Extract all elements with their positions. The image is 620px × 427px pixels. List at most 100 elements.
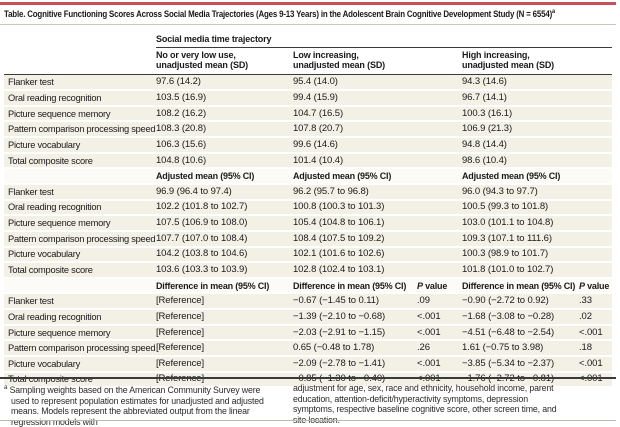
value-cell: 1.61 (−0.75 to 3.98) — [462, 340, 579, 358]
value-cell: 104.8 (10.6) — [156, 152, 293, 170]
value-cell: 102.2 (101.8 to 102.7) — [156, 199, 293, 217]
table-title-footnote-marker: a — [552, 8, 555, 15]
column-header-line: High increasing, — [462, 50, 530, 60]
value-cell: 98.6 (10.4) — [462, 152, 613, 170]
table-row: Oral reading recognition 103.5 (16.9) 99.4… — [4, 90, 613, 107]
page-bottom-rule — [0, 420, 616, 421]
table-row: Pattern comparison processing speed [Refe… — [4, 340, 613, 358]
value-cell: 96.7 (14.1) — [462, 90, 613, 107]
value-cell: 105.4 (104.8 to 106.1) — [293, 215, 462, 232]
p-value-header-italic: P — [417, 280, 423, 291]
row-label: Picture sequence memory — [4, 215, 156, 232]
value-cell: −0.90 (−2.72 to 0.92) — [462, 293, 579, 311]
value-cell: 103.0 (101.1 to 104.8) — [462, 215, 613, 232]
column-header-line: unadjusted mean (SD) — [293, 59, 386, 70]
value-cell: 99.4 (15.9) — [293, 90, 462, 107]
spanner-header: Social media time trajectory — [156, 27, 613, 48]
footnote-right-column: adjustment for age, sex, race and ethnic… — [293, 383, 565, 427]
row-label: Oral reading recognition — [4, 199, 156, 217]
section-header-cell: Difference in mean (95% CI) — [462, 277, 579, 295]
row-label: Picture vocabulary — [4, 356, 156, 373]
p-value-cell: <.001 — [417, 356, 462, 373]
footnote-left-text: Sampling weights based on the American C… — [9, 384, 264, 427]
table-row: Picture sequence memory 107.5 (106.9 to 1… — [4, 215, 613, 232]
p-value-header-italic: P — [579, 280, 585, 291]
row-label: Flanker test — [4, 183, 156, 201]
section-header-cell: Difference in mean (95% CI) — [293, 277, 417, 295]
table-bottom-rule — [0, 377, 616, 379]
value-cell: −1.68 (−3.08 to −0.28) — [462, 309, 579, 326]
p-value-cell: <.001 — [417, 324, 462, 342]
value-cell: 94.8 (14.4) — [462, 137, 613, 154]
table-row: Oral reading recognition [Reference] −1.39… — [4, 309, 613, 326]
p-value-cell: <.001 — [579, 324, 613, 342]
p-value-cell: <.001 — [579, 356, 613, 373]
value-cell: 108.2 (16.2) — [156, 105, 293, 123]
table-row: Oral reading recognition 102.2 (101.8 to … — [4, 199, 613, 217]
p-value-header-rest: value — [422, 280, 448, 291]
section-header-cell: Adjusted mean (95% CI) — [293, 168, 462, 185]
table-row: Total composite score 104.8 (10.6) 101.4 (… — [4, 152, 613, 170]
value-cell: 101.8 (101.0 to 102.7) — [462, 262, 613, 279]
value-cell: 96.9 (96.4 to 97.4) — [156, 183, 293, 201]
table-title: Table. Cognitive Functioning Scores Acro… — [4, 8, 555, 19]
section-header-blank-cell — [4, 277, 156, 295]
table-title-text: Table. Cognitive Functioning Scores Acro… — [4, 9, 553, 20]
p-value-cell: .02 — [579, 309, 613, 326]
value-cell: [Reference] — [156, 356, 293, 373]
row-label: Total composite score — [4, 152, 156, 170]
column-header-line: Low increasing, — [293, 50, 359, 60]
spanner-label: Social media time trajectory — [156, 33, 272, 44]
p-value-cell: .09 — [417, 293, 462, 311]
section-header-blank-cell — [4, 168, 156, 185]
value-cell: 97.6 (14.2) — [156, 74, 293, 92]
table-body: Flanker test 97.6 (14.2) 95.4 (14.0) 94.3 (… — [4, 74, 613, 389]
p-value-header-rest: value — [584, 280, 610, 291]
p-value-cell: .26 — [417, 340, 462, 358]
value-cell: 102.1 (101.6 to 102.6) — [293, 246, 462, 264]
table-row: Picture sequence memory [Reference] −2.03 … — [4, 324, 613, 342]
section-header-cell: Adjusted mean (95% CI) — [156, 168, 293, 185]
value-cell: 100.5 (99.3 to 101.8) — [462, 199, 613, 217]
value-cell: [Reference] — [156, 324, 293, 342]
row-label: Flanker test — [4, 293, 156, 311]
table-row: Flanker test [Reference] −0.67 (−1.45 to 0… — [4, 293, 613, 311]
section-header-cell: Adjusted mean (95% CI) — [462, 168, 613, 185]
value-cell: 96.0 (94.3 to 97.7) — [462, 183, 613, 201]
table-row: Flanker test 97.6 (14.2) 95.4 (14.0) 94.3 (… — [4, 74, 613, 92]
footnote-right-text: adjustment for age, sex, race and ethnic… — [293, 383, 557, 425]
row-label: Total composite score — [4, 262, 156, 279]
footnote-left-column: a Sampling weights based on the American… — [4, 383, 269, 427]
section-header-cell: Difference in mean (95% CI) — [156, 277, 293, 295]
value-cell: 103.5 (16.9) — [156, 90, 293, 107]
value-cell: 100.3 (16.1) — [462, 105, 613, 123]
value-cell: 103.6 (103.3 to 103.9) — [156, 262, 293, 279]
row-label: Pattern comparison processing speed — [4, 121, 156, 139]
value-cell: 106.3 (15.6) — [156, 137, 293, 154]
table-row: Flanker test 96.9 (96.4 to 97.4) 96.2 (95.… — [4, 183, 613, 201]
table-row: Picture sequence memory 108.2 (16.2) 104.7… — [4, 105, 613, 123]
value-cell: [Reference] — [156, 309, 293, 326]
value-cell: 0.65 (−0.48 to 1.78) — [293, 340, 417, 358]
column-header-blank-cell — [4, 47, 156, 75]
value-cell: 94.3 (14.6) — [462, 74, 613, 92]
row-label: Total composite score — [4, 371, 156, 389]
row-label: Picture vocabulary — [4, 246, 156, 264]
footnote: a Sampling weights based on the American… — [4, 383, 614, 427]
column-header-row: No or very low use, unadjusted mean (SD) … — [4, 47, 613, 75]
value-cell: −1.39 (−2.10 to −0.68) — [293, 309, 417, 326]
value-cell: −4.51 (−6.48 to −2.54) — [462, 324, 579, 342]
value-cell: 107.5 (106.9 to 108.0) — [156, 215, 293, 232]
row-label: Flanker test — [4, 74, 156, 92]
row-label: Picture sequence memory — [4, 324, 156, 342]
spanner-row: Social media time trajectory — [4, 27, 613, 48]
p-value-header: P value — [579, 277, 613, 295]
value-cell: 108.3 (20.8) — [156, 121, 293, 139]
spanner-blank-cell — [4, 27, 156, 48]
p-value-header: P value — [417, 277, 462, 295]
footnote-marker: a — [4, 384, 8, 391]
title-divider-rule — [0, 24, 616, 25]
p-value-cell: .33 — [579, 293, 613, 311]
table-row: Picture vocabulary 104.2 (103.8 to 104.6)… — [4, 246, 613, 264]
cognitive-scores-table: Social media time trajectory No or very … — [4, 27, 613, 389]
